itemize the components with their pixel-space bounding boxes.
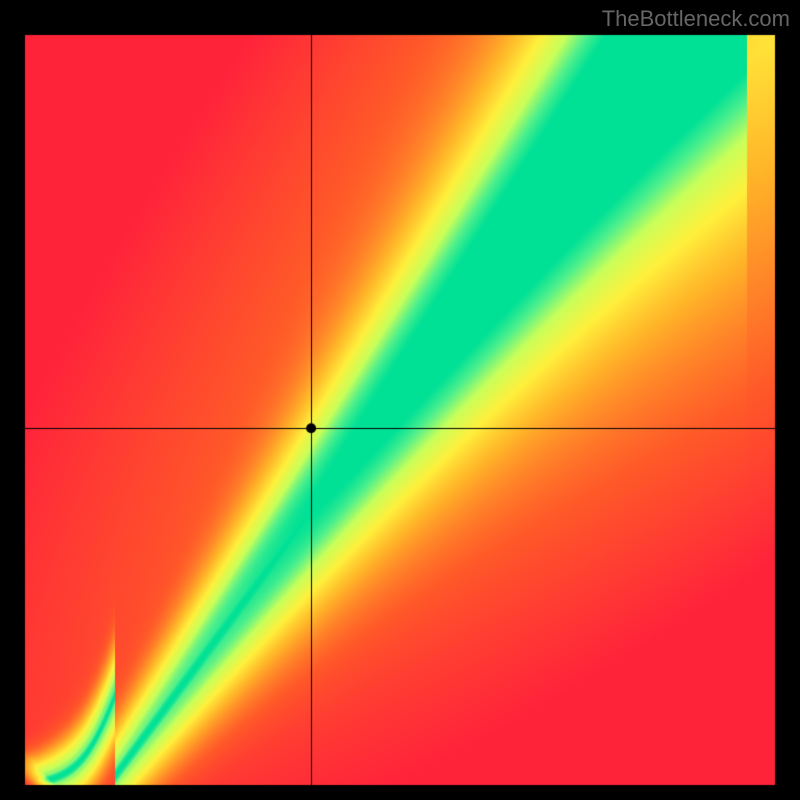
heatmap-chart — [0, 0, 800, 800]
watermark-text: TheBottleneck.com — [602, 6, 790, 32]
